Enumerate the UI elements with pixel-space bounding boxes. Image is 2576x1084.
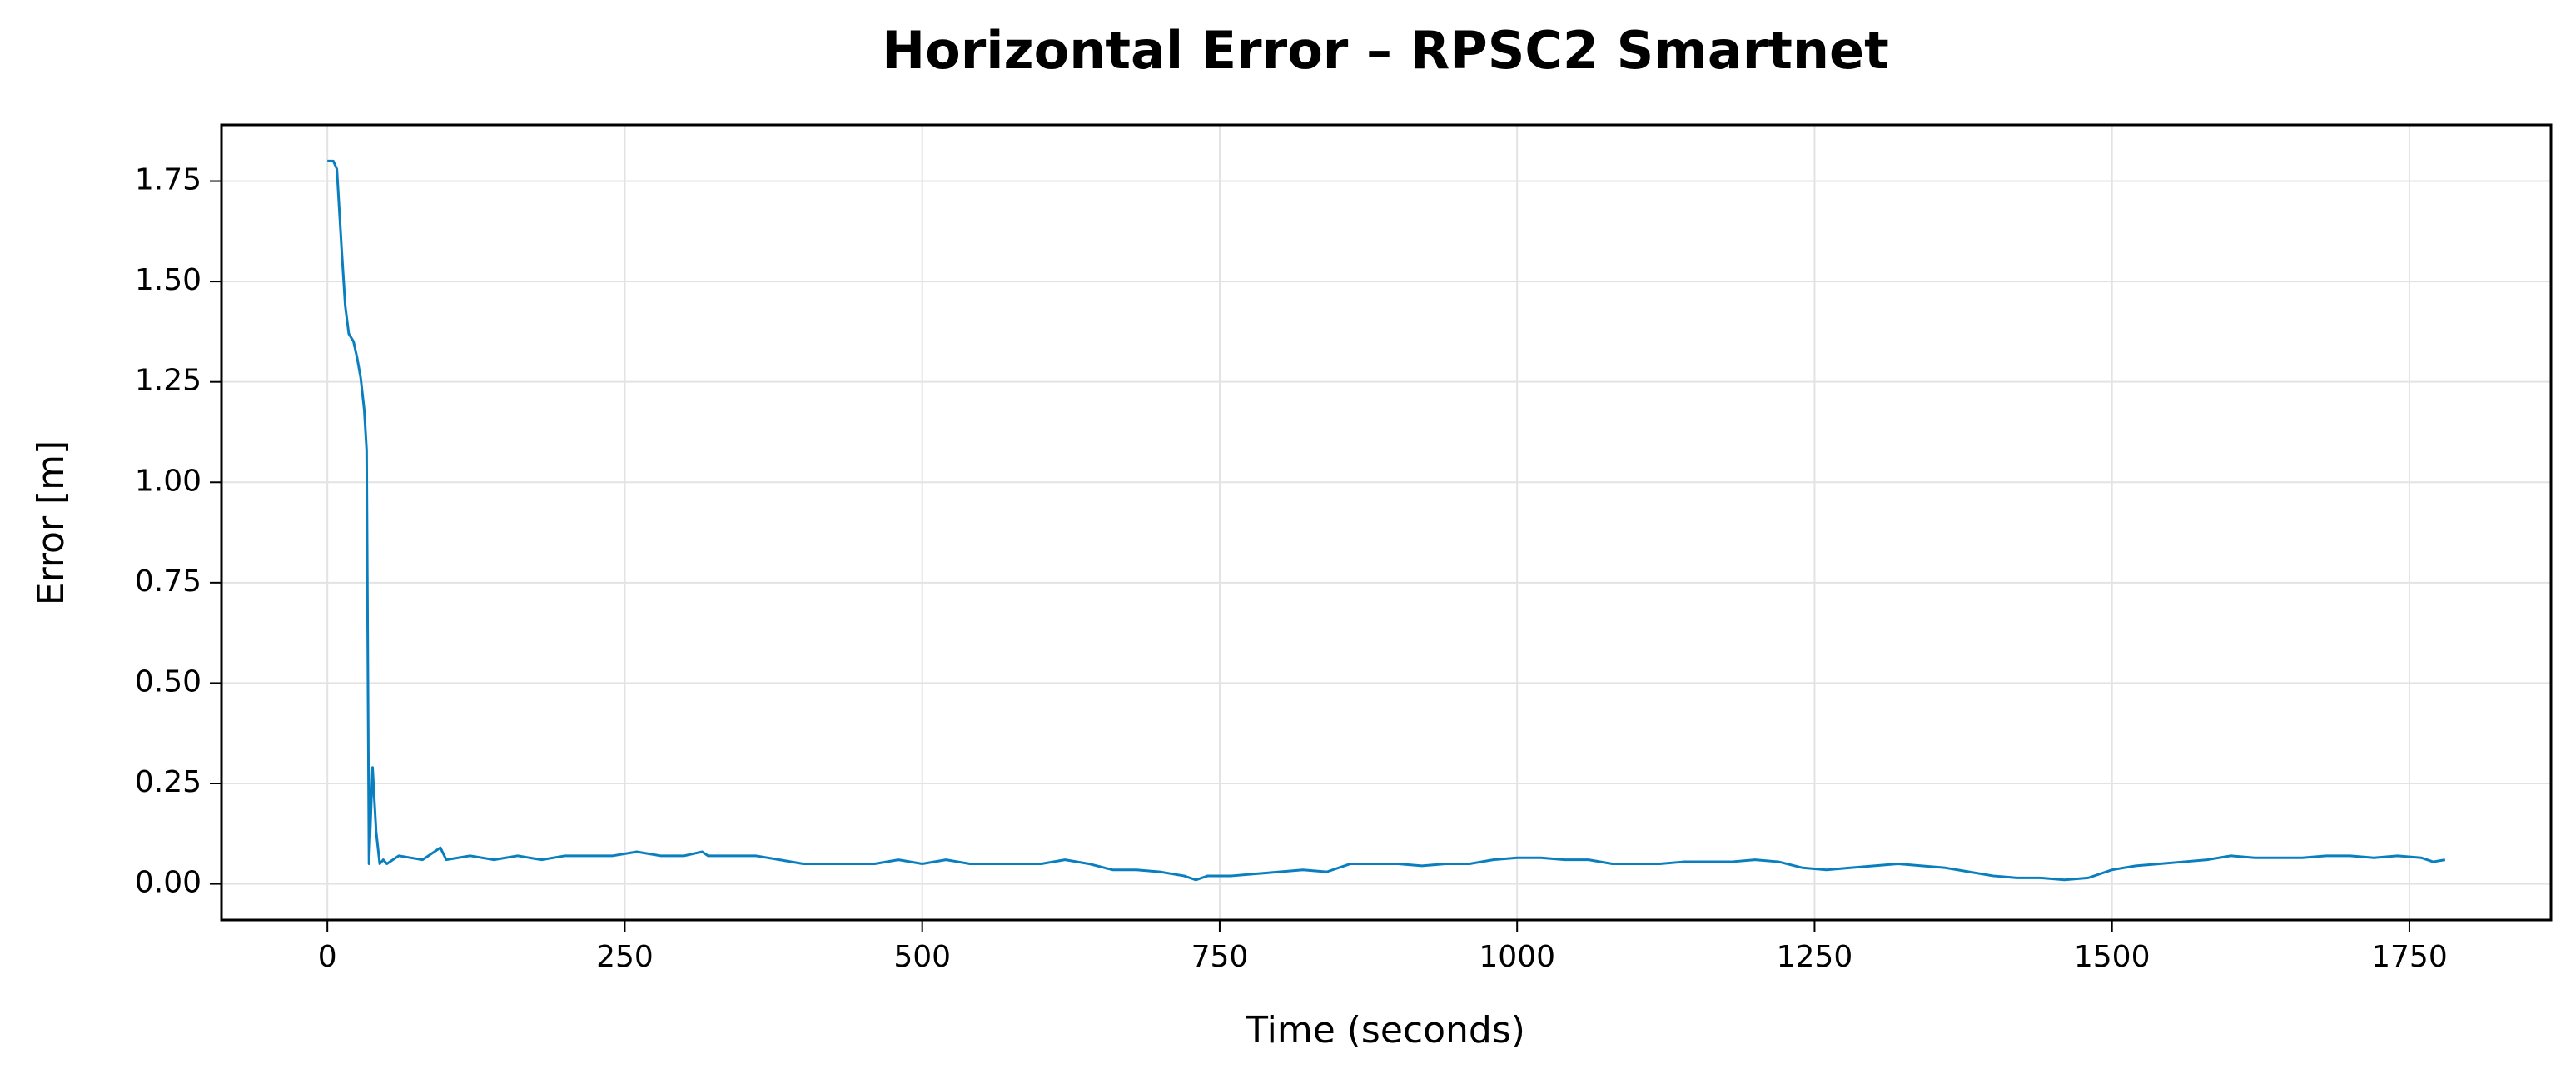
x-tick-label: 0 xyxy=(318,940,337,974)
x-tick-label: 750 xyxy=(1191,940,1249,974)
x-tick-label: 1250 xyxy=(1777,940,1853,974)
y-tick-label: 1.50 xyxy=(135,263,201,297)
x-tick-label: 500 xyxy=(893,940,951,974)
x-tick-label: 250 xyxy=(596,940,654,974)
data-line xyxy=(327,159,2446,882)
y-tick-label: 1.75 xyxy=(135,163,201,197)
y-axis-label: Error [m] xyxy=(30,440,72,605)
y-tick-label: 1.25 xyxy=(135,364,201,398)
y-tick-label: 0.50 xyxy=(135,664,201,699)
x-tick-label: 1750 xyxy=(2371,940,2448,974)
y-tick-label: 0.00 xyxy=(135,866,201,900)
y-tick-label: 0.75 xyxy=(135,564,201,599)
x-axis-label: Time (seconds) xyxy=(1245,1009,1525,1052)
x-tick-label: 1000 xyxy=(1479,940,1555,974)
y-tick-label: 0.25 xyxy=(135,765,201,799)
x-tick-label: 1500 xyxy=(2074,940,2151,974)
y-tick-label: 1.00 xyxy=(135,464,201,498)
plot-frame xyxy=(220,123,2553,922)
chart-title: Horizontal Error – RPSC2 Smartnet xyxy=(882,20,1888,81)
